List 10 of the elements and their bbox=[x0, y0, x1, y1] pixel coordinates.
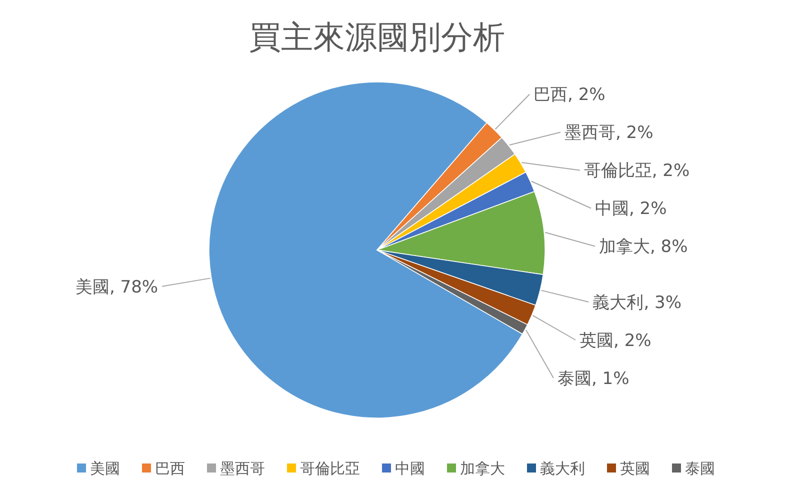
title: 買主來源國別分析 bbox=[249, 18, 505, 56]
legend-label: 美國 bbox=[90, 460, 120, 478]
legend-label: 加拿大 bbox=[460, 460, 505, 478]
legend-label: 巴西 bbox=[155, 460, 185, 478]
legend-label: 義大利 bbox=[540, 460, 585, 478]
legend-label: 英國 bbox=[620, 460, 650, 478]
legend-label: 墨西哥 bbox=[220, 460, 265, 478]
legend-label: 泰國 bbox=[685, 460, 715, 478]
legend-label: 中國 bbox=[395, 460, 425, 478]
legend-label: 哥倫比亞 bbox=[300, 460, 360, 478]
